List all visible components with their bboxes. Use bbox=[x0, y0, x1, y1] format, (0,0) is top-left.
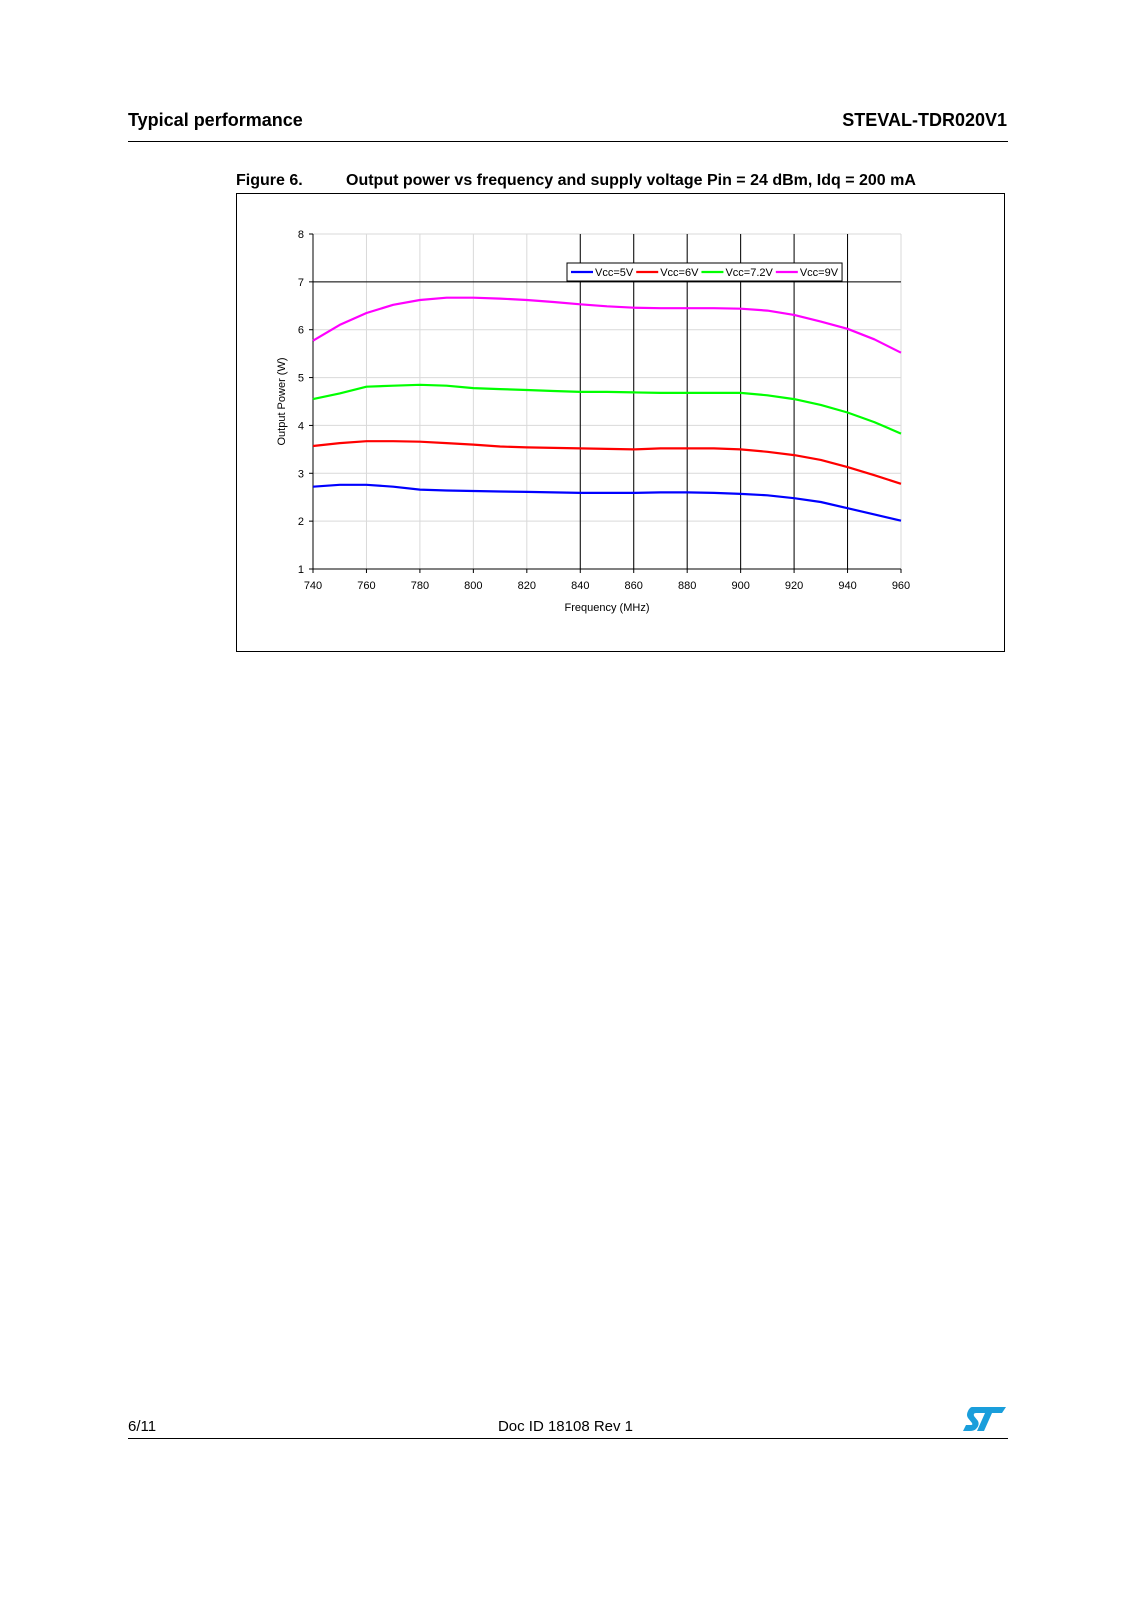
footer-rule bbox=[128, 1438, 1008, 1439]
x-tick-label: 760 bbox=[357, 580, 375, 592]
series-lines bbox=[312, 296, 902, 522]
y-tick-label: 2 bbox=[298, 516, 304, 528]
y-axis-label: Output Power (W) bbox=[276, 357, 288, 445]
series-line bbox=[312, 483, 902, 522]
axes: 1 2 3 4 5 6 7 8 740 760 780 800 820 840 860 880 900 920 94… bbox=[276, 229, 910, 614]
st-logo-icon bbox=[963, 1407, 1006, 1431]
legend-label: Vcc=7.2V bbox=[725, 267, 773, 279]
figure-number: Figure 6. bbox=[236, 172, 303, 189]
product-name: STEVAL-TDR020V1 bbox=[842, 110, 1007, 130]
x-axis-label: Frequency (MHz) bbox=[565, 602, 650, 614]
legend-label: Vcc=9V bbox=[800, 267, 839, 279]
header-rule bbox=[128, 141, 1008, 142]
x-tick-label: 860 bbox=[625, 580, 643, 592]
x-tick-label: 960 bbox=[892, 580, 910, 592]
x-tick-label: 800 bbox=[464, 580, 482, 592]
doc-id: Doc ID 18108 Rev 1 bbox=[497, 1418, 634, 1435]
page-number: 6/11 bbox=[128, 1418, 157, 1435]
grid bbox=[312, 233, 902, 570]
x-tick-label: 820 bbox=[518, 580, 536, 592]
series-line bbox=[312, 296, 902, 354]
y-tick-label: 6 bbox=[298, 325, 304, 337]
figure-caption-text: Output power vs frequency and supply vol… bbox=[346, 172, 916, 189]
legend-label: Vcc=5V bbox=[595, 267, 634, 279]
x-tick-label: 880 bbox=[678, 580, 696, 592]
chart-frame: 1 2 3 4 5 6 7 8 740 760 780 800 820 840 860 880 900 920 94… bbox=[236, 193, 1005, 652]
legend-label: Vcc=6V bbox=[660, 267, 699, 279]
y-tick-label: 5 bbox=[298, 373, 304, 385]
y-tick-label: 7 bbox=[298, 277, 304, 289]
x-tick-label: 900 bbox=[731, 580, 749, 592]
legend: Vcc=5V Vcc=6V Vcc=7.2V Vcc=9V bbox=[566, 262, 843, 282]
series-line bbox=[312, 383, 902, 435]
figure-caption: Figure 6. Output power vs frequency and s… bbox=[236, 172, 916, 190]
series-line bbox=[312, 440, 902, 485]
y-tick-label: 3 bbox=[298, 468, 304, 480]
x-tick-label: 940 bbox=[838, 580, 856, 592]
x-tick-label: 740 bbox=[304, 580, 322, 592]
section-title: Typical performance bbox=[128, 110, 303, 130]
output-power-chart: 1 2 3 4 5 6 7 8 740 760 780 800 820 840 860 880 900 920 94… bbox=[276, 229, 910, 614]
x-tick-label: 840 bbox=[571, 580, 589, 592]
y-tick-label: 8 bbox=[298, 229, 304, 241]
x-tick-label: 780 bbox=[411, 580, 429, 592]
y-tick-label: 1 bbox=[298, 564, 304, 576]
y-tick-label: 4 bbox=[298, 420, 304, 432]
x-tick-label: 920 bbox=[785, 580, 803, 592]
